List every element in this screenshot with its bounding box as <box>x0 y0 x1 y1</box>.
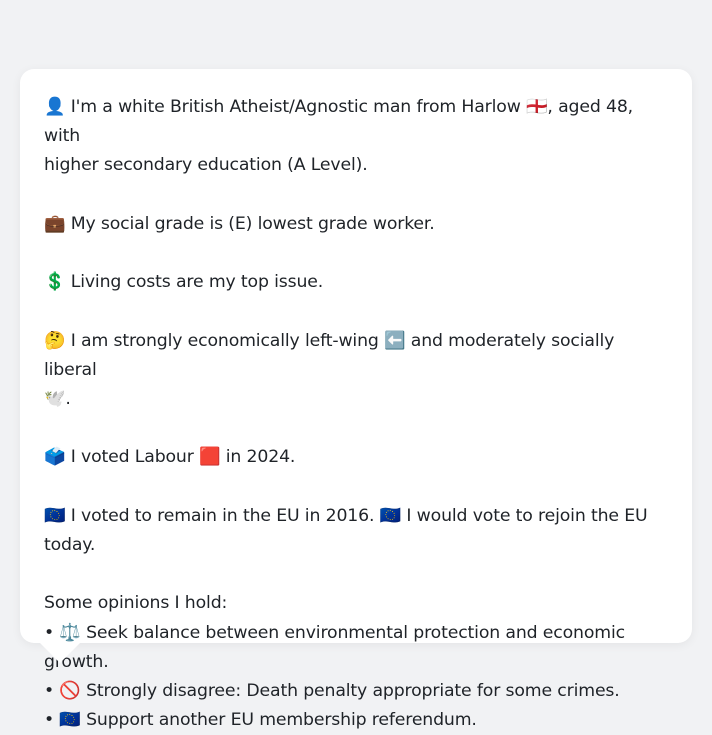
eu-vote-paragraph: 🇪🇺 I voted to remain in the EU in 2016. … <box>44 502 668 560</box>
opinion-item: • 🇪🇺 Support another EU membership refer… <box>44 710 477 731</box>
social-grade-text: 💼 My social grade is (E) lowest grade wo… <box>44 213 435 234</box>
opinions-section: Some opinions I hold: • ⚖️ Seek balance … <box>44 589 668 735</box>
vote-2024-paragraph: 🗳️ I voted Labour 🟥 in 2024. <box>44 443 668 472</box>
opinion-item: • 🚫 Strongly disagree: Death penalty app… <box>44 680 620 701</box>
identity-line-1: 👤 I'm a white British Atheist/Agnostic m… <box>44 97 634 147</box>
top-issue-text: 💲 Living costs are my top issue. <box>44 272 324 293</box>
social-grade-paragraph: 💼 My social grade is (E) lowest grade wo… <box>44 210 668 239</box>
vote-2024-text: 🗳️ I voted Labour 🟥 in 2024. <box>44 447 296 468</box>
politics-line-2: 🕊️. <box>44 388 71 409</box>
identity-paragraph: 👤 I'm a white British Atheist/Agnostic m… <box>44 93 668 181</box>
persona-speech-bubble: 👤 I'm a white British Atheist/Agnostic m… <box>20 69 692 730</box>
politics-line-1: 🤔 I am strongly economically left-wing ⬅… <box>44 330 615 380</box>
eu-vote-text: 🇪🇺 I voted to remain in the EU in 2016. … <box>44 505 648 555</box>
speech-bubble-tail <box>40 643 80 663</box>
opinions-heading: Some opinions I hold: <box>44 593 228 614</box>
identity-line-2: higher secondary education (A Level). <box>44 155 368 176</box>
politics-paragraph: 🤔 I am strongly economically left-wing ⬅… <box>44 327 668 415</box>
top-issue-paragraph: 💲 Living costs are my top issue. <box>44 268 668 297</box>
opinion-item: • ⚖️ Seek balance between environmental … <box>44 622 625 672</box>
